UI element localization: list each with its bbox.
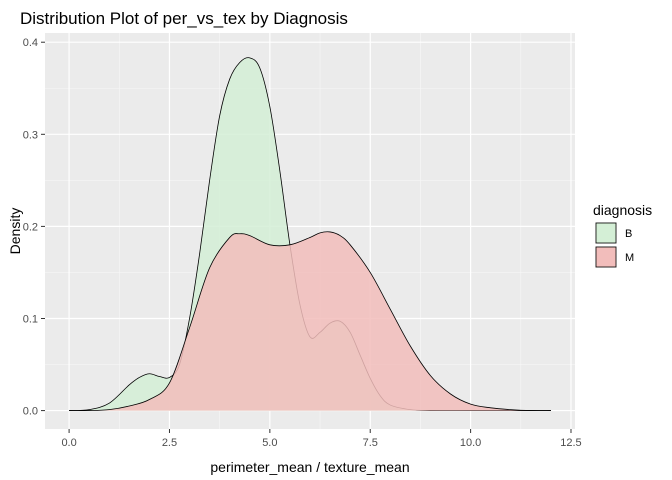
x-tick-label: 2.5 [162,437,177,449]
x-axis-title: perimeter_mean / texture_mean [210,459,409,475]
legend-key-M [595,246,617,268]
x-tick-label: 5.0 [262,437,277,449]
density-area-B [69,57,551,411]
legend-title: diagnosis [593,202,652,218]
y-tick-label: 0.3 [23,129,38,141]
y-tick-label: 0.0 [23,406,38,418]
legend: diagnosis BM [593,202,652,268]
chart-title: Distribution Plot of per_vs_tex by Diagn… [20,9,348,28]
y-axis-ticks: 0.0 0.1 0.2 0.3 0.4 [23,37,45,418]
x-tick-label: 10.0 [460,437,481,449]
density-area-M [69,231,551,411]
legend-label-B: B [625,228,632,240]
x-tick-label: 7.5 [363,437,378,449]
y-tick-label: 0.1 [23,313,38,325]
x-tick-label: 0.0 [61,437,76,449]
legend-label-M: M [625,252,634,264]
legend-key-B [595,222,617,244]
grid-lines [45,33,575,429]
y-axis-title: Density [7,208,23,255]
density-line-M [69,231,551,412]
y-tick-label: 0.2 [23,221,38,233]
y-tick-label: 0.4 [23,37,38,49]
density-series [69,57,551,412]
x-axis-ticks: 0.0 2.5 5.0 7.5 10.0 12.5 [61,429,582,449]
x-tick-label: 12.5 [560,437,581,449]
